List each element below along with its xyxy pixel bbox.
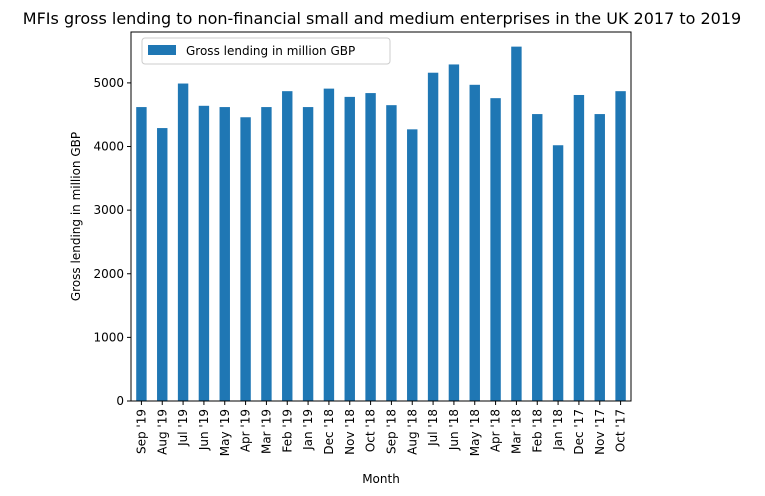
bar <box>594 114 605 402</box>
x-tick-label: Oct '18 <box>364 409 378 452</box>
x-tick-label: Nov '18 <box>343 409 357 455</box>
bar <box>448 64 460 402</box>
x-tick-label: Nov '17 <box>593 409 607 455</box>
legend-box <box>141 37 391 65</box>
x-tick-label: Dec '18 <box>322 409 336 455</box>
plot-frame <box>130 31 632 402</box>
y-tick-label: 3000 <box>93 203 124 217</box>
x-tick-label: Dec '17 <box>572 409 586 455</box>
x-tick-label: Oct '17 <box>614 409 628 452</box>
y-tick-label: 4000 <box>93 140 124 154</box>
bar <box>157 128 168 401</box>
y-tick-label: 1000 <box>93 330 124 344</box>
x-tick-label: Jun '18 <box>447 409 461 451</box>
bar <box>573 94 585 401</box>
bar <box>469 84 480 401</box>
bar <box>552 145 564 401</box>
bar <box>323 88 335 402</box>
x-tick-label: Aug '19 <box>155 409 169 455</box>
bar <box>365 93 376 401</box>
bar <box>511 46 522 402</box>
bar <box>302 107 314 401</box>
x-tick-label: Mar '18 <box>509 409 523 454</box>
x-tick-label: Apr '19 <box>239 409 253 452</box>
y-tick-label: 0 <box>116 394 124 408</box>
y-tick-label: 5000 <box>93 76 124 90</box>
x-tick-label: Jun '19 <box>197 409 211 451</box>
x-tick-label: May '18 <box>468 409 482 456</box>
plot-area: Sep '19 Aug '19 Jul '19 Jun '19 May '19 Apr '… <box>93 46 628 456</box>
bar <box>136 107 147 401</box>
x-tick-label: May '19 <box>218 409 232 456</box>
x-tick-label: Feb '19 <box>280 409 294 453</box>
x-tick-label: Mar '19 <box>259 409 273 454</box>
bar <box>261 107 272 401</box>
legend-swatch <box>148 45 176 55</box>
y-tick-label: 2000 <box>93 267 124 281</box>
x-tick-label: Apr '18 <box>489 409 503 452</box>
y-axis-label: Gross lending in million GBP <box>69 132 83 301</box>
x-tick-label: Feb '18 <box>530 409 544 453</box>
bar <box>615 91 626 402</box>
bar <box>532 114 543 402</box>
chart-title: MFIs gross lending to non-financial smal… <box>23 9 741 28</box>
bar <box>407 129 418 401</box>
x-tick-label: Jan '19 <box>301 409 315 451</box>
bar <box>198 105 210 402</box>
x-tick-label: Sep '18 <box>384 409 398 454</box>
bar <box>386 105 397 402</box>
x-axis-label: Month <box>362 472 400 486</box>
legend: Gross lending in million GBP <box>141 37 391 65</box>
x-tick-label: Jul '18 <box>426 409 440 447</box>
bar <box>344 96 355 402</box>
bar <box>240 117 251 402</box>
bar <box>490 98 501 401</box>
bar <box>219 107 230 401</box>
bar <box>427 72 439 402</box>
x-tick-label: Jan '18 <box>551 409 565 451</box>
bar <box>282 91 293 402</box>
x-tick-label: Sep '19 <box>134 409 148 454</box>
x-tick-label: Jul '19 <box>176 409 190 447</box>
legend-label: Gross lending in million GBP <box>186 44 355 58</box>
x-tick-label: Aug '18 <box>405 409 419 455</box>
bar <box>177 83 189 401</box>
